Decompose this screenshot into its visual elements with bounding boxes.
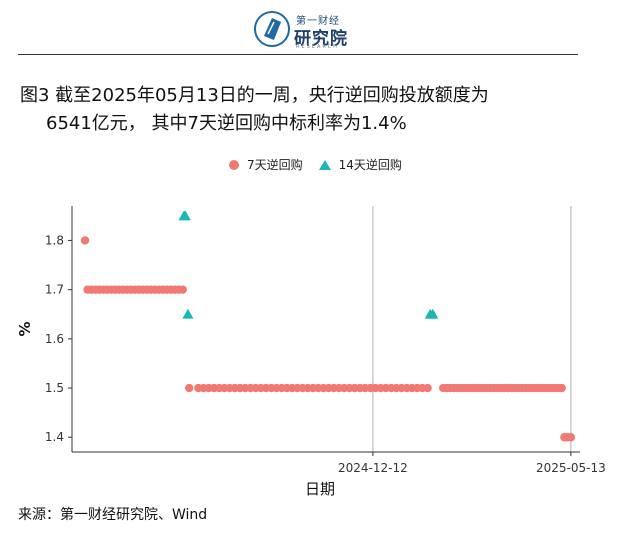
data-point-14d xyxy=(427,308,439,319)
figure-title-line1: 图3 截至2025年05月13日的一周，央行逆回购投放额度为 xyxy=(20,85,489,106)
data-point-7d xyxy=(185,383,194,393)
y-tick-label: 1.4 xyxy=(45,430,64,444)
data-point-7d xyxy=(557,383,566,393)
legend-marker-7d xyxy=(229,159,239,170)
legend-label-7d: 7天逆回购 xyxy=(247,158,303,172)
figure-title: 图3 截至2025年05月13日的一周，央行逆回购投放额度为 6541亿元， 其… xyxy=(20,82,489,138)
y-tick-label: 1.8 xyxy=(45,233,64,247)
y-tick-label: 1.6 xyxy=(45,332,64,346)
legend-item-7d: 7天逆回购 xyxy=(229,156,303,173)
header-divider xyxy=(18,54,578,55)
logo: 第一财经 研究院 RESEARCH xyxy=(254,10,374,50)
source-note: 来源：第一财经研究院、Wind xyxy=(18,507,208,523)
legend-item-14d: 14天逆回购 xyxy=(318,156,402,173)
y-tick-label: 1.5 xyxy=(45,381,64,395)
y-axis-label: % xyxy=(16,321,34,336)
data-point-14d xyxy=(182,308,194,319)
data-point-7d xyxy=(80,236,90,245)
y-tick-label: 1.7 xyxy=(45,283,64,297)
data-point-7d xyxy=(566,433,576,442)
x-tick-label: 2024-12-12 xyxy=(338,461,408,475)
legend-label-14d: 14天逆回购 xyxy=(338,158,402,172)
legend-marker-14d xyxy=(318,159,331,170)
data-point-14d xyxy=(179,210,191,221)
data-point-7d xyxy=(423,383,432,393)
x-axis-label: 日期 xyxy=(305,480,335,498)
logo-main-text: 研究院 xyxy=(294,29,348,49)
logo-sub-text: RESEARCH xyxy=(296,44,339,50)
chart-legend: 7天逆回购 14天逆回购 xyxy=(229,156,412,173)
x-tick-label: 2025-05-13 xyxy=(536,461,606,475)
logo-title: 第一财经 xyxy=(296,16,340,27)
figure-title-line2: 6541亿元， 其中7天逆回购中标利率为1.4% xyxy=(46,113,407,134)
data-point-7d xyxy=(178,285,187,294)
book-icon xyxy=(254,11,290,47)
